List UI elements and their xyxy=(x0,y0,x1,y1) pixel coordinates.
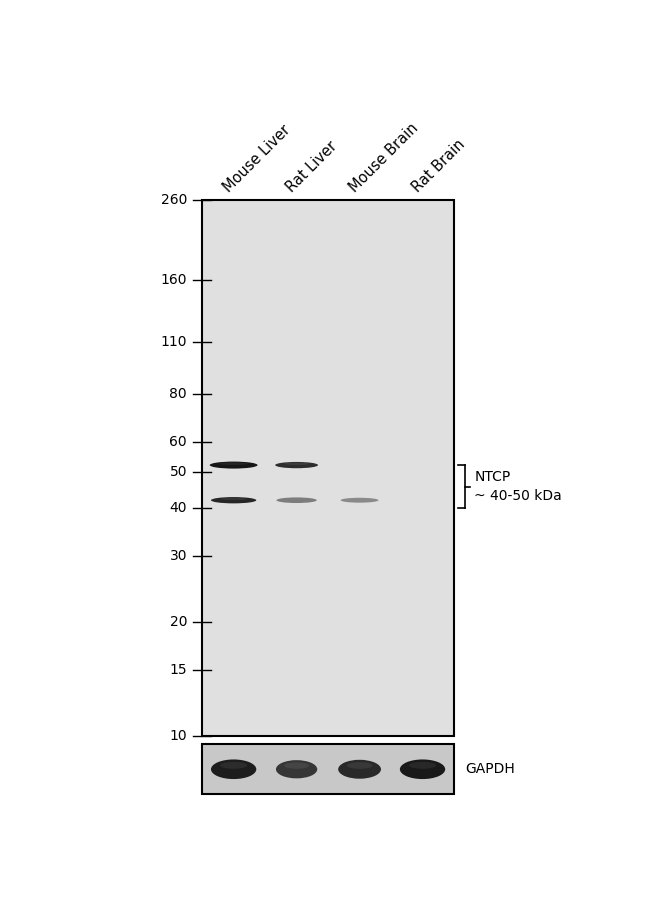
Bar xyxy=(202,744,454,794)
Text: 110: 110 xyxy=(161,335,187,349)
Ellipse shape xyxy=(400,760,445,779)
Text: Rat Liver: Rat Liver xyxy=(283,138,340,195)
Text: 30: 30 xyxy=(170,549,187,562)
Ellipse shape xyxy=(338,760,381,779)
Text: 10: 10 xyxy=(170,729,187,743)
Text: 40: 40 xyxy=(170,501,187,515)
Ellipse shape xyxy=(341,498,378,502)
Text: 260: 260 xyxy=(161,193,187,207)
Text: 20: 20 xyxy=(170,615,187,630)
Ellipse shape xyxy=(284,763,309,769)
Text: 80: 80 xyxy=(170,388,187,401)
Text: GAPDH: GAPDH xyxy=(465,763,515,776)
Ellipse shape xyxy=(284,462,309,465)
Ellipse shape xyxy=(219,462,248,465)
Ellipse shape xyxy=(409,762,436,769)
Text: 50: 50 xyxy=(170,464,187,479)
Ellipse shape xyxy=(211,497,256,503)
Text: Mouse Brain: Mouse Brain xyxy=(346,120,421,195)
Ellipse shape xyxy=(210,461,257,469)
Text: 15: 15 xyxy=(170,662,187,677)
Ellipse shape xyxy=(276,760,317,778)
Ellipse shape xyxy=(220,762,247,769)
Ellipse shape xyxy=(276,498,317,503)
Ellipse shape xyxy=(211,760,256,779)
Text: Mouse Liver: Mouse Liver xyxy=(220,122,293,195)
Text: NTCP
~ 40-50 kDa: NTCP ~ 40-50 kDa xyxy=(474,470,562,503)
Ellipse shape xyxy=(220,498,247,501)
Bar xyxy=(202,200,454,736)
Text: 60: 60 xyxy=(170,435,187,449)
Ellipse shape xyxy=(275,462,318,469)
Ellipse shape xyxy=(346,763,372,769)
Text: Rat Brain: Rat Brain xyxy=(410,136,468,195)
Text: 160: 160 xyxy=(161,273,187,288)
